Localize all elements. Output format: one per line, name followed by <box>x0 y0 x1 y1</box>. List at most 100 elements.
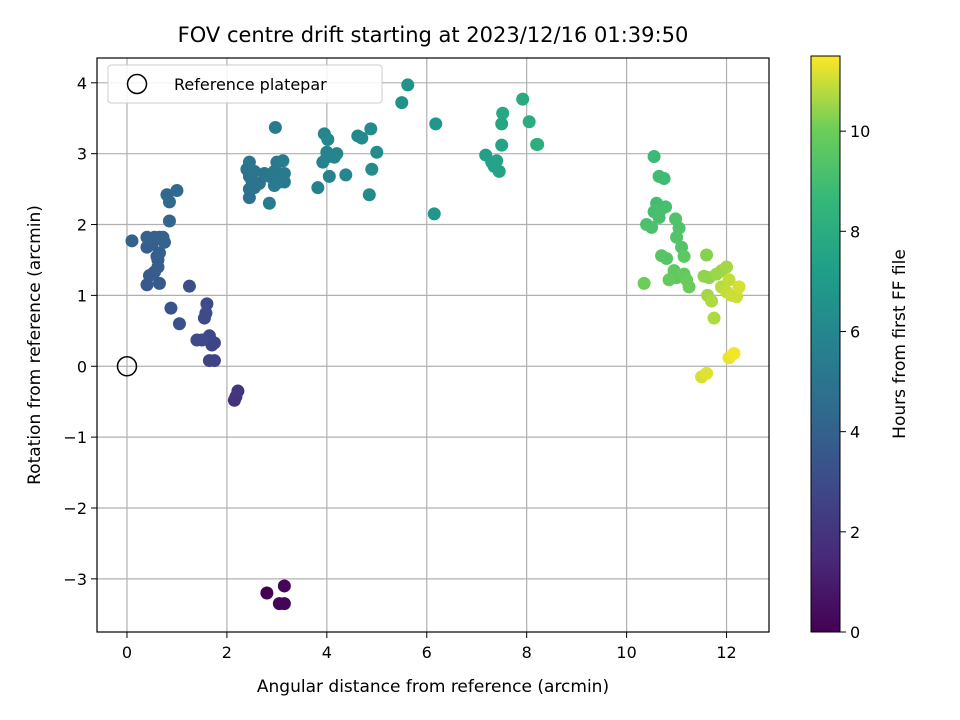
y-tick-label: 3 <box>77 145 87 164</box>
x-tick-label: 6 <box>422 643 432 662</box>
x-tick-label: 4 <box>322 643 332 662</box>
x-tick-label: 8 <box>522 643 532 662</box>
colorbar: 0 2 4 6 8 10 Hours from first FF file <box>810 55 910 642</box>
data-point <box>247 164 261 178</box>
x-tick-label: 2 <box>222 643 232 662</box>
data-point <box>231 384 245 398</box>
y-tick-label: 2 <box>77 216 87 235</box>
colorbar-tick-label: 6 <box>850 322 860 341</box>
colorbar-tick-label: 4 <box>850 423 860 442</box>
legend-reference-marker <box>126 73 148 95</box>
data-point <box>162 214 176 228</box>
data-point <box>321 132 335 146</box>
data-point <box>657 171 671 185</box>
data-point <box>516 92 530 106</box>
data-point <box>662 273 676 287</box>
colorbar-tick-label: 8 <box>850 222 860 241</box>
data-point <box>647 150 661 164</box>
data-point <box>170 184 184 198</box>
data-point <box>355 131 369 145</box>
legend-entry-label: Reference platepar <box>174 75 327 94</box>
colorbar-tick-label: 10 <box>850 122 870 141</box>
x-axis-label: Angular distance from reference (arcmin) <box>257 677 609 697</box>
reference-platepar-marker <box>116 356 138 377</box>
data-point <box>156 230 170 244</box>
data-point <box>401 78 415 92</box>
data-point <box>125 234 139 248</box>
data-point <box>322 169 336 183</box>
y-axis-ticks: −3 −2 −1 0 1 2 3 4 <box>63 74 97 589</box>
data-point <box>427 207 441 221</box>
data-point <box>172 317 186 331</box>
data-point <box>670 230 684 244</box>
data-point <box>730 290 744 304</box>
colorbar-ticks: 0 2 4 6 8 10 <box>840 122 870 642</box>
data-point <box>492 164 506 178</box>
data-point <box>522 115 536 129</box>
data-point <box>207 354 221 368</box>
data-point <box>339 168 353 182</box>
y-tick-label: −1 <box>63 428 87 447</box>
x-axis-ticks: 0 2 4 6 8 10 12 <box>122 632 737 662</box>
data-point <box>268 120 282 134</box>
data-point <box>727 347 741 361</box>
y-axis-label: Rotation from reference (arcmin) <box>25 205 45 485</box>
data-point <box>682 280 696 294</box>
colorbar-label: Hours from first FF file <box>890 249 910 439</box>
data-point <box>495 117 509 131</box>
legend: Reference platepar <box>107 64 383 104</box>
colorbar-gradient <box>810 55 841 633</box>
data-point <box>164 301 178 315</box>
data-point <box>490 154 504 168</box>
data-point <box>395 96 409 110</box>
data-point <box>160 188 174 202</box>
data-point <box>722 273 736 287</box>
data-point <box>677 249 691 263</box>
data-point <box>495 138 509 152</box>
y-tick-label: 1 <box>77 286 87 305</box>
data-point <box>262 196 276 210</box>
data-point <box>277 167 291 181</box>
y-tick-label: 4 <box>77 74 87 93</box>
data-point <box>365 162 379 176</box>
data-point <box>652 210 666 224</box>
data-point <box>152 246 166 260</box>
data-point <box>370 145 384 159</box>
data-point <box>260 586 274 600</box>
data-point <box>707 311 721 325</box>
data-point <box>732 280 746 294</box>
data-point <box>700 366 714 380</box>
y-tick-label: −2 <box>63 499 87 518</box>
x-tick-label: 0 <box>122 643 132 662</box>
data-point <box>276 154 290 168</box>
data-point <box>705 294 719 308</box>
data-points <box>125 78 746 611</box>
data-point <box>659 200 673 214</box>
x-tick-label: 10 <box>616 643 636 662</box>
data-point <box>182 279 196 293</box>
data-point <box>152 276 166 290</box>
data-point <box>531 137 545 151</box>
data-point <box>429 117 443 131</box>
chart-title: FOV centre drift starting at 2023/12/16 … <box>178 23 689 47</box>
data-point <box>645 220 659 234</box>
y-tick-label: 0 <box>77 357 87 376</box>
colorbar-tick-label: 0 <box>850 623 860 642</box>
data-point <box>496 106 510 120</box>
x-tick-label: 12 <box>716 643 736 662</box>
data-point <box>195 333 209 347</box>
data-point <box>277 579 291 593</box>
plot-area-frame <box>96 57 770 633</box>
data-point <box>362 188 376 202</box>
data-point <box>720 260 734 274</box>
data-point <box>660 252 674 266</box>
data-point <box>637 276 651 290</box>
data-point <box>277 597 291 611</box>
data-point <box>311 181 325 195</box>
legend-box <box>107 64 383 104</box>
colorbar-tick-label: 2 <box>850 523 860 542</box>
data-point <box>364 122 378 136</box>
data-point <box>330 147 344 161</box>
y-tick-label: −3 <box>63 570 87 589</box>
